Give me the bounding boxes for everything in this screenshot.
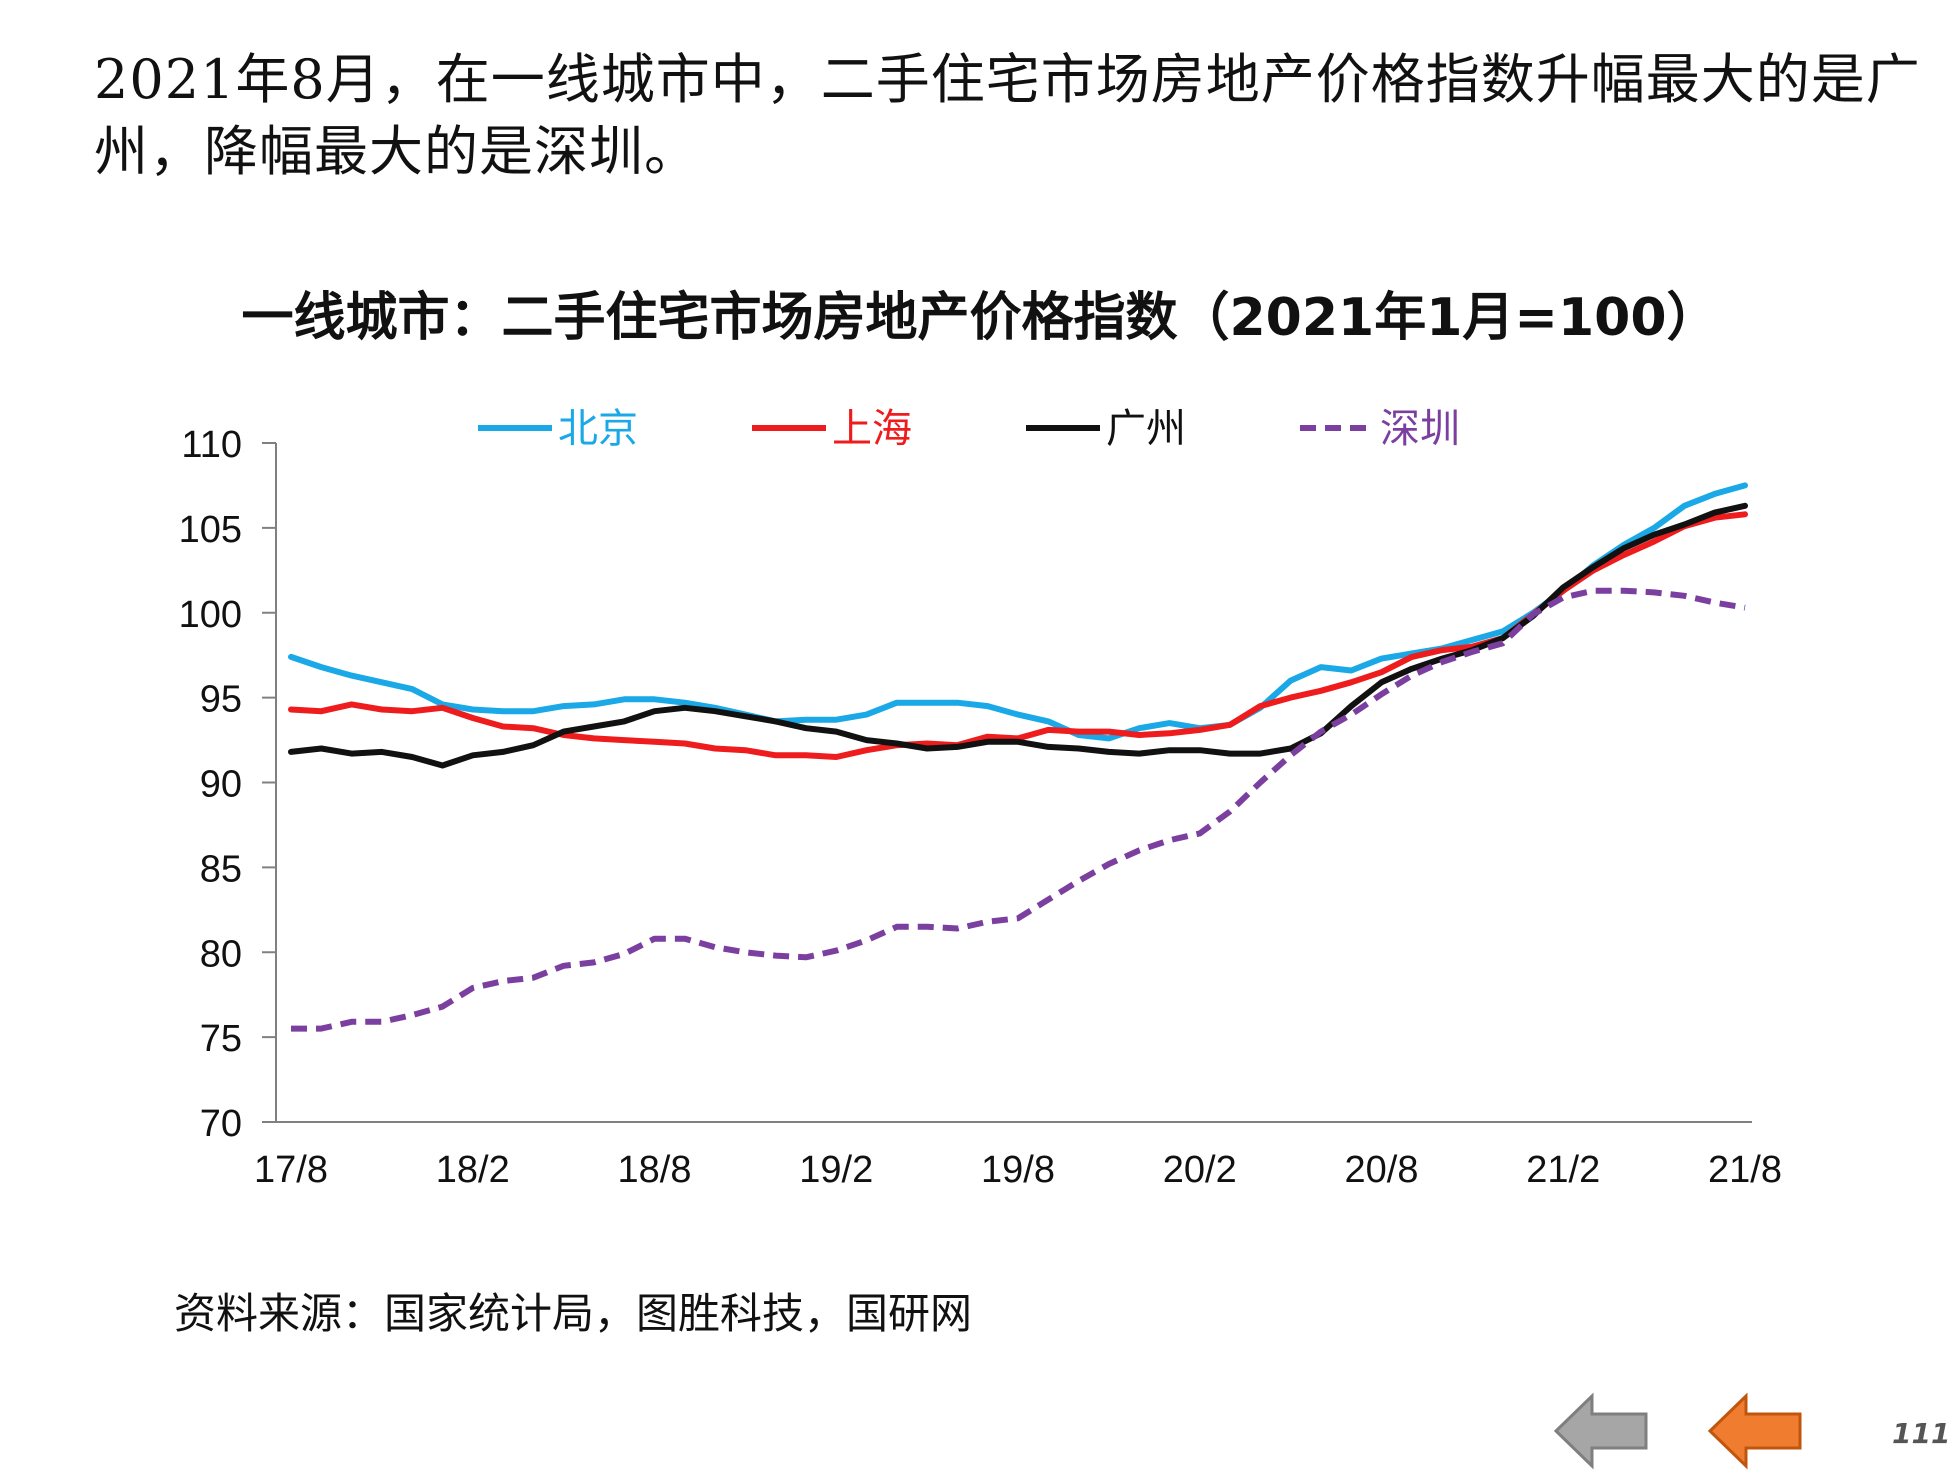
- y-tick-label: 90: [200, 764, 242, 806]
- line-chart: 70 75 80 85 90 95 100 105 110 17/8 18/2 18/8 19/2 19…: [179, 406, 1782, 1191]
- x-tick-label: 17/8: [254, 1149, 328, 1191]
- y-tick-label: 95: [200, 679, 242, 721]
- x-tick-label: 20/8: [1345, 1149, 1419, 1191]
- series-line-深圳: [291, 587, 1746, 1032]
- arrow-left-icon: [1553, 1392, 1648, 1470]
- x-tick-label: 18/2: [436, 1149, 510, 1191]
- x-tick-label: 19/8: [981, 1149, 1055, 1191]
- x-tick-label: 21/8: [1708, 1149, 1782, 1191]
- source-note: 资料来源：国家统计局，图胜科技，国研网: [174, 1289, 973, 1338]
- series-line-广州: [288, 502, 1748, 769]
- legend-label: 北京: [558, 406, 638, 452]
- previous-page-button[interactable]: [1552, 1390, 1652, 1472]
- series-lines: [288, 482, 1748, 1032]
- series-line-北京: [288, 482, 1748, 742]
- legend: 北京 上海 广州 深圳: [478, 406, 1460, 452]
- y-tick-label: 100: [179, 594, 242, 636]
- legend-label: 上海: [832, 406, 912, 452]
- x-tick-label: 18/8: [618, 1149, 692, 1191]
- x-tick-label: 21/2: [1526, 1149, 1600, 1191]
- x-tick-label: 19/2: [799, 1149, 873, 1191]
- y-tick-label: 75: [200, 1018, 242, 1060]
- next-page-button[interactable]: [1706, 1390, 1806, 1472]
- x-tick-label: 20/2: [1163, 1149, 1237, 1191]
- y-tick-label: 85: [200, 848, 242, 890]
- headline: 2021年8月，在一线城市中，二手住宅市场房地产价格指数升幅最大的是广州，降幅最…: [94, 48, 1921, 183]
- y-tick-label: 110: [181, 424, 242, 466]
- arrow-left-icon: [1707, 1392, 1802, 1470]
- x-axis: 17/8 18/2 18/8 19/2 19/8 20/2 20/8 21/2 21/8: [254, 1121, 1782, 1191]
- legend-label: 深圳: [1380, 406, 1460, 452]
- y-tick-label: 80: [200, 933, 242, 975]
- legend-label: 广州: [1106, 406, 1186, 452]
- page-number: 111: [1892, 1417, 1951, 1450]
- series-line-上海: [288, 511, 1748, 760]
- y-axis: 70 75 80 85 90 95 100 105 110: [179, 424, 277, 1145]
- y-tick-label: 70: [200, 1103, 242, 1145]
- chart-title: 一线城市：二手住宅市场房地产价格指数（2021年1月=100）: [241, 288, 1719, 348]
- y-tick-label: 105: [179, 509, 242, 551]
